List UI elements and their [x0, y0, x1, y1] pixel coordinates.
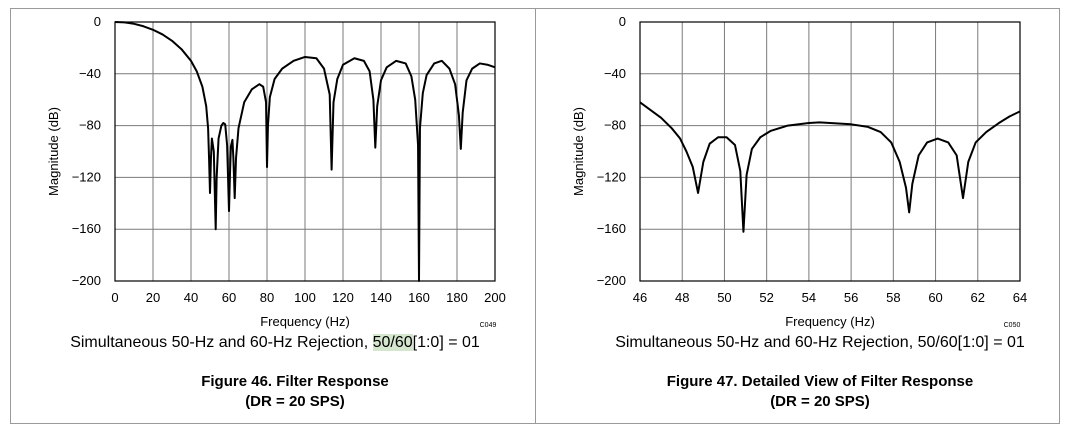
y-tick-label: −120	[72, 169, 101, 184]
x-tick-label: 60	[222, 290, 236, 305]
y-tick-label: 0	[94, 14, 101, 29]
chart0-figure-title-block: Figure 46. Filter Response (DR = 20 SPS)	[0, 372, 590, 412]
x-axis-label: Frequency (Hz)	[785, 314, 875, 329]
y-tick-label: −160	[597, 221, 626, 236]
y-tick-label: 0	[619, 14, 626, 29]
x-tick-label: 40	[184, 290, 198, 305]
x-tick-label: 60	[928, 290, 942, 305]
plot-area-border	[114, 21, 496, 282]
chart1-figure-subtitle: (DR = 20 SPS)	[770, 393, 870, 410]
plot-area-border	[639, 21, 1021, 282]
x-tick-label: 20	[146, 290, 160, 305]
y-tick-label: −200	[72, 273, 101, 288]
x-tick-label: 58	[886, 290, 900, 305]
x-tick-label: 200	[484, 290, 506, 305]
y-axis-label: Magnitude (dB)	[571, 107, 586, 196]
filter-response-chart: 0 20 40 60 80 100 120 140 160 180 200 0 −40 −80 −120 −1…	[46, 14, 506, 329]
y-tick-label: −160	[72, 221, 101, 236]
chart1-figure-title: Figure 47. Detailed View of Filter Respo…	[666, 373, 974, 390]
y-tick-label: −40	[79, 66, 101, 81]
x-tick-label: 54	[802, 290, 816, 305]
x-axis-label: Frequency (Hz)	[260, 314, 350, 329]
x-tick-label: 140	[370, 290, 392, 305]
figure-code-label: C050	[1004, 322, 1021, 329]
y-tick-label: −200	[597, 273, 626, 288]
x-tick-label: 48	[675, 290, 689, 305]
chart0-caption-suffix: [1:0] = 01	[412, 334, 480, 351]
y-tick-label: −80	[79, 118, 101, 133]
chart1-figure-title-block: Figure 47. Detailed View of Filter Respo…	[535, 372, 1069, 412]
x-tick-label: 50	[717, 290, 731, 305]
chart1-caption-prefix: Simultaneous 50-Hz and 60-Hz Rejection, …	[615, 334, 1025, 351]
y-tick-label: −80	[604, 118, 626, 133]
panel-divider	[535, 8, 536, 424]
x-tick-label: 56	[844, 290, 858, 305]
y-tick-label: −40	[604, 66, 626, 81]
y-axis-label: Magnitude (dB)	[46, 107, 61, 196]
x-tick-label: 180	[446, 290, 468, 305]
x-tick-label: 0	[111, 290, 118, 305]
x-tick-label: 64	[1013, 290, 1027, 305]
chart0-figure-title: Figure 46. Filter Response	[201, 373, 389, 390]
x-tick-label: 100	[294, 290, 316, 305]
x-tick-label: 160	[408, 290, 430, 305]
response-curve	[639, 101, 1021, 233]
y-tick-label: −120	[597, 169, 626, 184]
response-curve	[114, 21, 496, 282]
x-tick-label: 46	[633, 290, 647, 305]
chart0-figure-subtitle: (DR = 20 SPS)	[245, 393, 345, 410]
x-tick-label: 80	[260, 290, 274, 305]
x-tick-label: 120	[332, 290, 354, 305]
x-tick-label: 52	[759, 290, 773, 305]
chart0-caption-prefix: Simultaneous 50-Hz and 60-Hz Rejection,	[70, 334, 373, 351]
chart0-caption-highlight: 50/60	[372, 334, 413, 351]
x-tick-label: 62	[971, 290, 985, 305]
chart1-caption-line: Simultaneous 50-Hz and 60-Hz Rejection, …	[535, 334, 1069, 352]
detailed-filter-response-chart: 46 48 50 52 54 56 58 60 62 64 0 −40 −80 −120 −160 −200 F…	[571, 14, 1027, 329]
figure-code-label: C049	[480, 322, 497, 329]
chart0-caption-line: Simultaneous 50-Hz and 60-Hz Rejection, …	[0, 334, 550, 352]
